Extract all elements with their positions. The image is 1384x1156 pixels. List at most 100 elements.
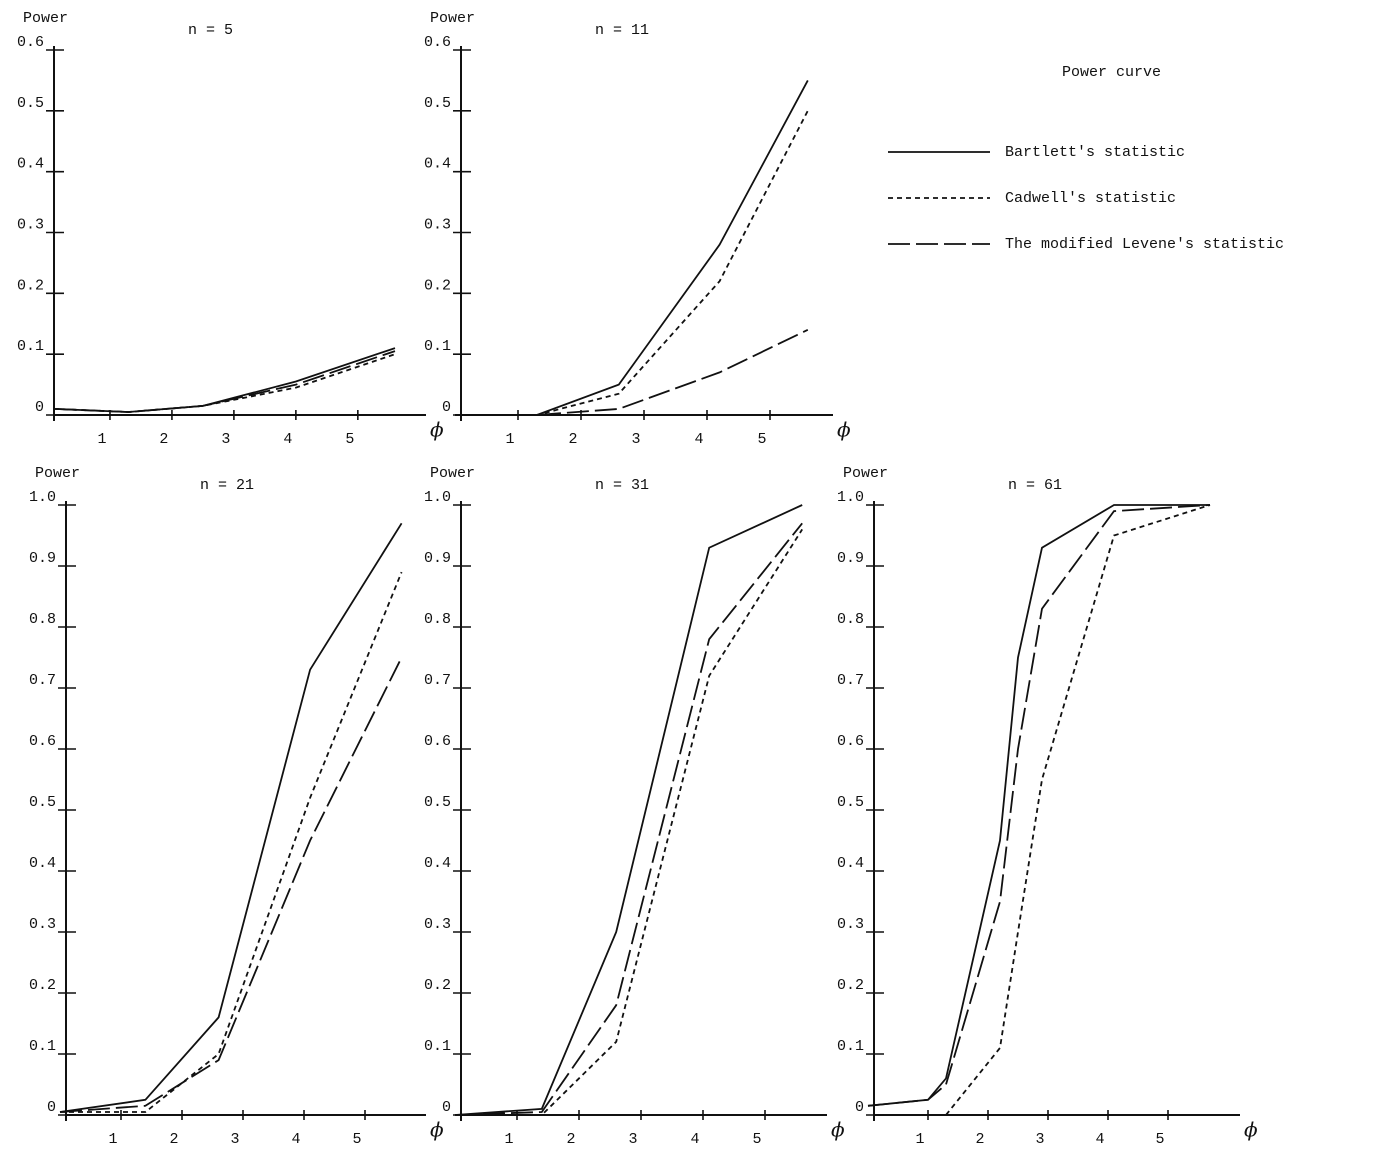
- x-tick-label: 5: [352, 1131, 361, 1148]
- y-tick-label: 1.0: [837, 489, 864, 506]
- y-tick-label: 0.1: [17, 338, 44, 355]
- power-curve: [868, 505, 1210, 1106]
- y-tick-label: 0: [442, 399, 451, 416]
- power-curve: [455, 330, 808, 415]
- x-tick-label: 2: [568, 431, 577, 448]
- x-tick-label: 1: [504, 1131, 513, 1148]
- power-curve: [868, 505, 1210, 1106]
- figure: Power curve Power ϕ n = 5 0 0.1 0.2 0.3 0.4 0.5 0…: [0, 0, 1384, 1156]
- x-tick-label: 5: [345, 431, 354, 448]
- y-tick-label: 0.6: [424, 34, 451, 51]
- x-tick-label: 2: [159, 431, 168, 448]
- page: {"legend_title": "Power curve", "chart_d…: [0, 0, 1384, 1156]
- x-tick-label: 4: [1095, 1131, 1104, 1148]
- legend-label: Cadwell's statistic: [1005, 190, 1176, 207]
- y-tick-label: 0.4: [424, 855, 451, 872]
- x-axis-label: ϕ: [430, 1118, 444, 1142]
- y-tick-label: 0.1: [29, 1038, 56, 1055]
- y-tick-label: 0.8: [29, 611, 56, 628]
- y-tick-label: 0.4: [837, 855, 864, 872]
- y-axis-label: Power: [430, 10, 475, 27]
- y-tick-label: 0.2: [837, 977, 864, 994]
- x-tick-label: 5: [1155, 1131, 1164, 1148]
- y-axis-label: Power: [843, 465, 888, 482]
- y-tick-label: 0.1: [837, 1038, 864, 1055]
- y-tick-label: 0: [442, 1099, 451, 1116]
- legend-title: Power curve: [1062, 64, 1161, 81]
- y-tick-label: 0.3: [837, 916, 864, 933]
- y-tick-label: 0.3: [424, 916, 451, 933]
- y-tick-label: 0.4: [17, 156, 44, 173]
- x-tick-label: 3: [221, 431, 230, 448]
- power-curve: [455, 111, 808, 415]
- x-axis-label: ϕ: [837, 418, 851, 442]
- y-tick-label: 0: [35, 399, 44, 416]
- power-curve: [455, 505, 802, 1115]
- x-tick-label: 1: [505, 431, 514, 448]
- power-curve: [455, 523, 802, 1115]
- y-tick-label: 0: [855, 1099, 864, 1116]
- x-tick-label: 4: [690, 1131, 699, 1148]
- y-tick-label: 0.5: [29, 794, 56, 811]
- y-tick-label: 0.7: [837, 672, 864, 689]
- y-tick-label: 0: [47, 1099, 56, 1116]
- y-tick-label: 0.5: [424, 95, 451, 112]
- chart-title: n = 5: [188, 22, 233, 39]
- x-tick-label: 1: [915, 1131, 924, 1148]
- x-tick-label: 5: [757, 431, 766, 448]
- y-tick-label: 0.6: [424, 733, 451, 750]
- power-curve: [60, 658, 402, 1113]
- y-tick-label: 0.5: [17, 95, 44, 112]
- x-tick-label: 3: [631, 431, 640, 448]
- y-tick-label: 0.2: [424, 977, 451, 994]
- y-tick-label: 0.2: [29, 977, 56, 994]
- power-curve: [54, 348, 395, 412]
- x-tick-label: 5: [752, 1131, 761, 1148]
- y-tick-label: 1.0: [424, 489, 451, 506]
- y-tick-label: 0.5: [424, 794, 451, 811]
- y-tick-label: 0.6: [837, 733, 864, 750]
- x-tick-label: 4: [283, 431, 292, 448]
- y-tick-label: 0.3: [17, 216, 44, 233]
- y-tick-label: 0.1: [424, 338, 451, 355]
- y-tick-label: 0.4: [29, 855, 56, 872]
- y-tick-label: 0.9: [837, 550, 864, 567]
- power-curve: [60, 523, 402, 1112]
- x-tick-label: 3: [628, 1131, 637, 1148]
- y-tick-label: 0.8: [424, 611, 451, 628]
- y-tick-label: 0.3: [424, 216, 451, 233]
- chart-title: n = 61: [1008, 477, 1062, 494]
- x-tick-label: 2: [169, 1131, 178, 1148]
- x-tick-label: 2: [975, 1131, 984, 1148]
- y-tick-label: 0.6: [29, 733, 56, 750]
- y-tick-label: 0.2: [424, 277, 451, 294]
- x-tick-label: 3: [230, 1131, 239, 1148]
- y-tick-label: 0.8: [837, 611, 864, 628]
- x-tick-label: 4: [291, 1131, 300, 1148]
- y-tick-label: 0.9: [29, 550, 56, 567]
- x-axis-label: ϕ: [430, 418, 444, 442]
- y-tick-label: 0.7: [29, 672, 56, 689]
- x-tick-label: 4: [694, 431, 703, 448]
- x-tick-label: 2: [566, 1131, 575, 1148]
- x-tick-label: 3: [1035, 1131, 1044, 1148]
- power-curve: [54, 351, 395, 412]
- chart-title: n = 31: [595, 477, 649, 494]
- y-tick-label: 0.5: [837, 794, 864, 811]
- legend-label: Bartlett's statistic: [1005, 144, 1185, 161]
- y-axis-label: Power: [23, 10, 68, 27]
- y-tick-label: 0.6: [17, 34, 44, 51]
- power-curve: [455, 529, 802, 1115]
- power-curve: [946, 505, 1210, 1115]
- y-axis-label: Power: [430, 465, 475, 482]
- y-tick-label: 0.9: [424, 550, 451, 567]
- y-tick-label: 0.4: [424, 156, 451, 173]
- x-axis-label: ϕ: [1244, 1118, 1258, 1142]
- x-tick-label: 1: [97, 431, 106, 448]
- y-tick-label: 0.3: [29, 916, 56, 933]
- y-tick-label: 0.2: [17, 277, 44, 294]
- legend-label: The modified Levene's statistic: [1005, 236, 1284, 253]
- y-axis-label: Power: [35, 465, 80, 482]
- y-tick-label: 1.0: [29, 489, 56, 506]
- y-tick-label: 0.7: [424, 672, 451, 689]
